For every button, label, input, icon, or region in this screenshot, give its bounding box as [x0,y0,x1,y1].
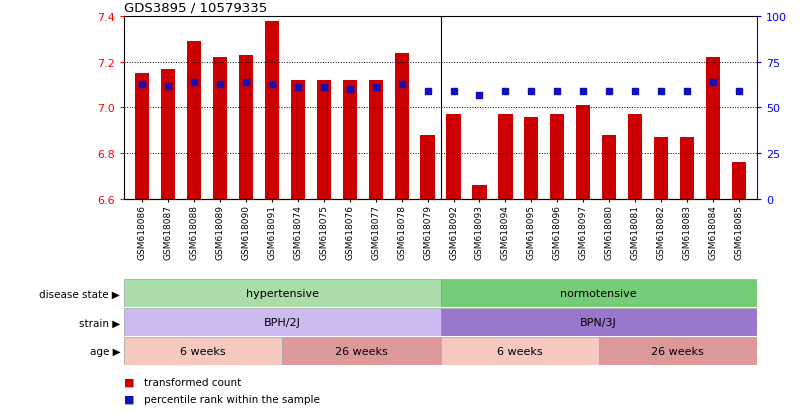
Text: 6 weeks: 6 weeks [180,347,226,356]
Bar [446,115,461,199]
Point [577,88,590,95]
Point [214,81,227,88]
Bar [124,309,441,337]
Point [629,88,642,95]
Point [292,85,304,92]
Bar [441,337,598,366]
Bar [441,309,757,337]
Bar [524,117,538,199]
Text: 26 weeks: 26 weeks [651,347,704,356]
Text: strain ▶: strain ▶ [79,318,120,328]
Bar [598,337,757,366]
Bar [628,115,642,199]
Bar [498,115,513,199]
Point [162,83,175,90]
Bar [316,81,331,199]
Point [136,81,149,88]
Point [344,87,356,93]
Bar [395,54,409,199]
Point [681,88,694,95]
Text: ■: ■ [124,377,138,387]
Bar [343,81,357,199]
Bar [473,185,486,199]
Bar [421,135,435,199]
Text: normotensive: normotensive [561,289,637,299]
Bar [135,74,150,199]
Bar [124,337,282,366]
Bar [282,337,441,366]
Bar [441,280,757,308]
Point [447,88,460,95]
Bar [291,81,305,199]
Bar [598,337,757,366]
Bar [576,106,590,199]
Text: hypertensive: hypertensive [246,289,319,299]
Bar [124,337,282,366]
Text: BPH/2J: BPH/2J [264,318,301,328]
Bar [124,309,441,337]
Text: disease state ▶: disease state ▶ [39,289,120,299]
Point [525,88,537,95]
Point [706,79,719,86]
Bar [706,58,720,199]
Bar [161,70,175,199]
Bar [654,138,668,199]
Point [266,81,279,88]
Point [421,88,434,95]
Point [732,88,745,95]
Point [499,88,512,95]
Point [317,85,330,92]
Text: BPN/3J: BPN/3J [581,318,617,328]
Bar [550,115,565,199]
Bar [602,135,616,199]
Bar [368,81,383,199]
Text: GDS3895 / 10579335: GDS3895 / 10579335 [124,2,268,15]
Bar [282,337,441,366]
Text: percentile rank within the sample: percentile rank within the sample [144,394,320,404]
Text: transformed count: transformed count [144,377,241,387]
Bar [213,58,227,199]
Bar [124,280,441,308]
Point [369,85,382,92]
Point [551,88,564,95]
Bar [124,280,441,308]
Point [654,88,667,95]
Bar [441,337,598,366]
Point [473,92,486,99]
Bar [187,43,201,199]
Bar [731,163,746,199]
Text: 26 weeks: 26 weeks [335,347,388,356]
Text: 6 weeks: 6 weeks [497,347,542,356]
Point [395,81,408,88]
Text: age ▶: age ▶ [90,347,120,356]
Bar [441,309,757,337]
Bar [239,56,253,199]
Point [602,88,615,95]
Bar [441,280,757,308]
Point [187,79,200,86]
Point [239,79,252,86]
Bar [265,22,279,199]
Text: ■: ■ [124,394,138,404]
Bar [680,138,694,199]
